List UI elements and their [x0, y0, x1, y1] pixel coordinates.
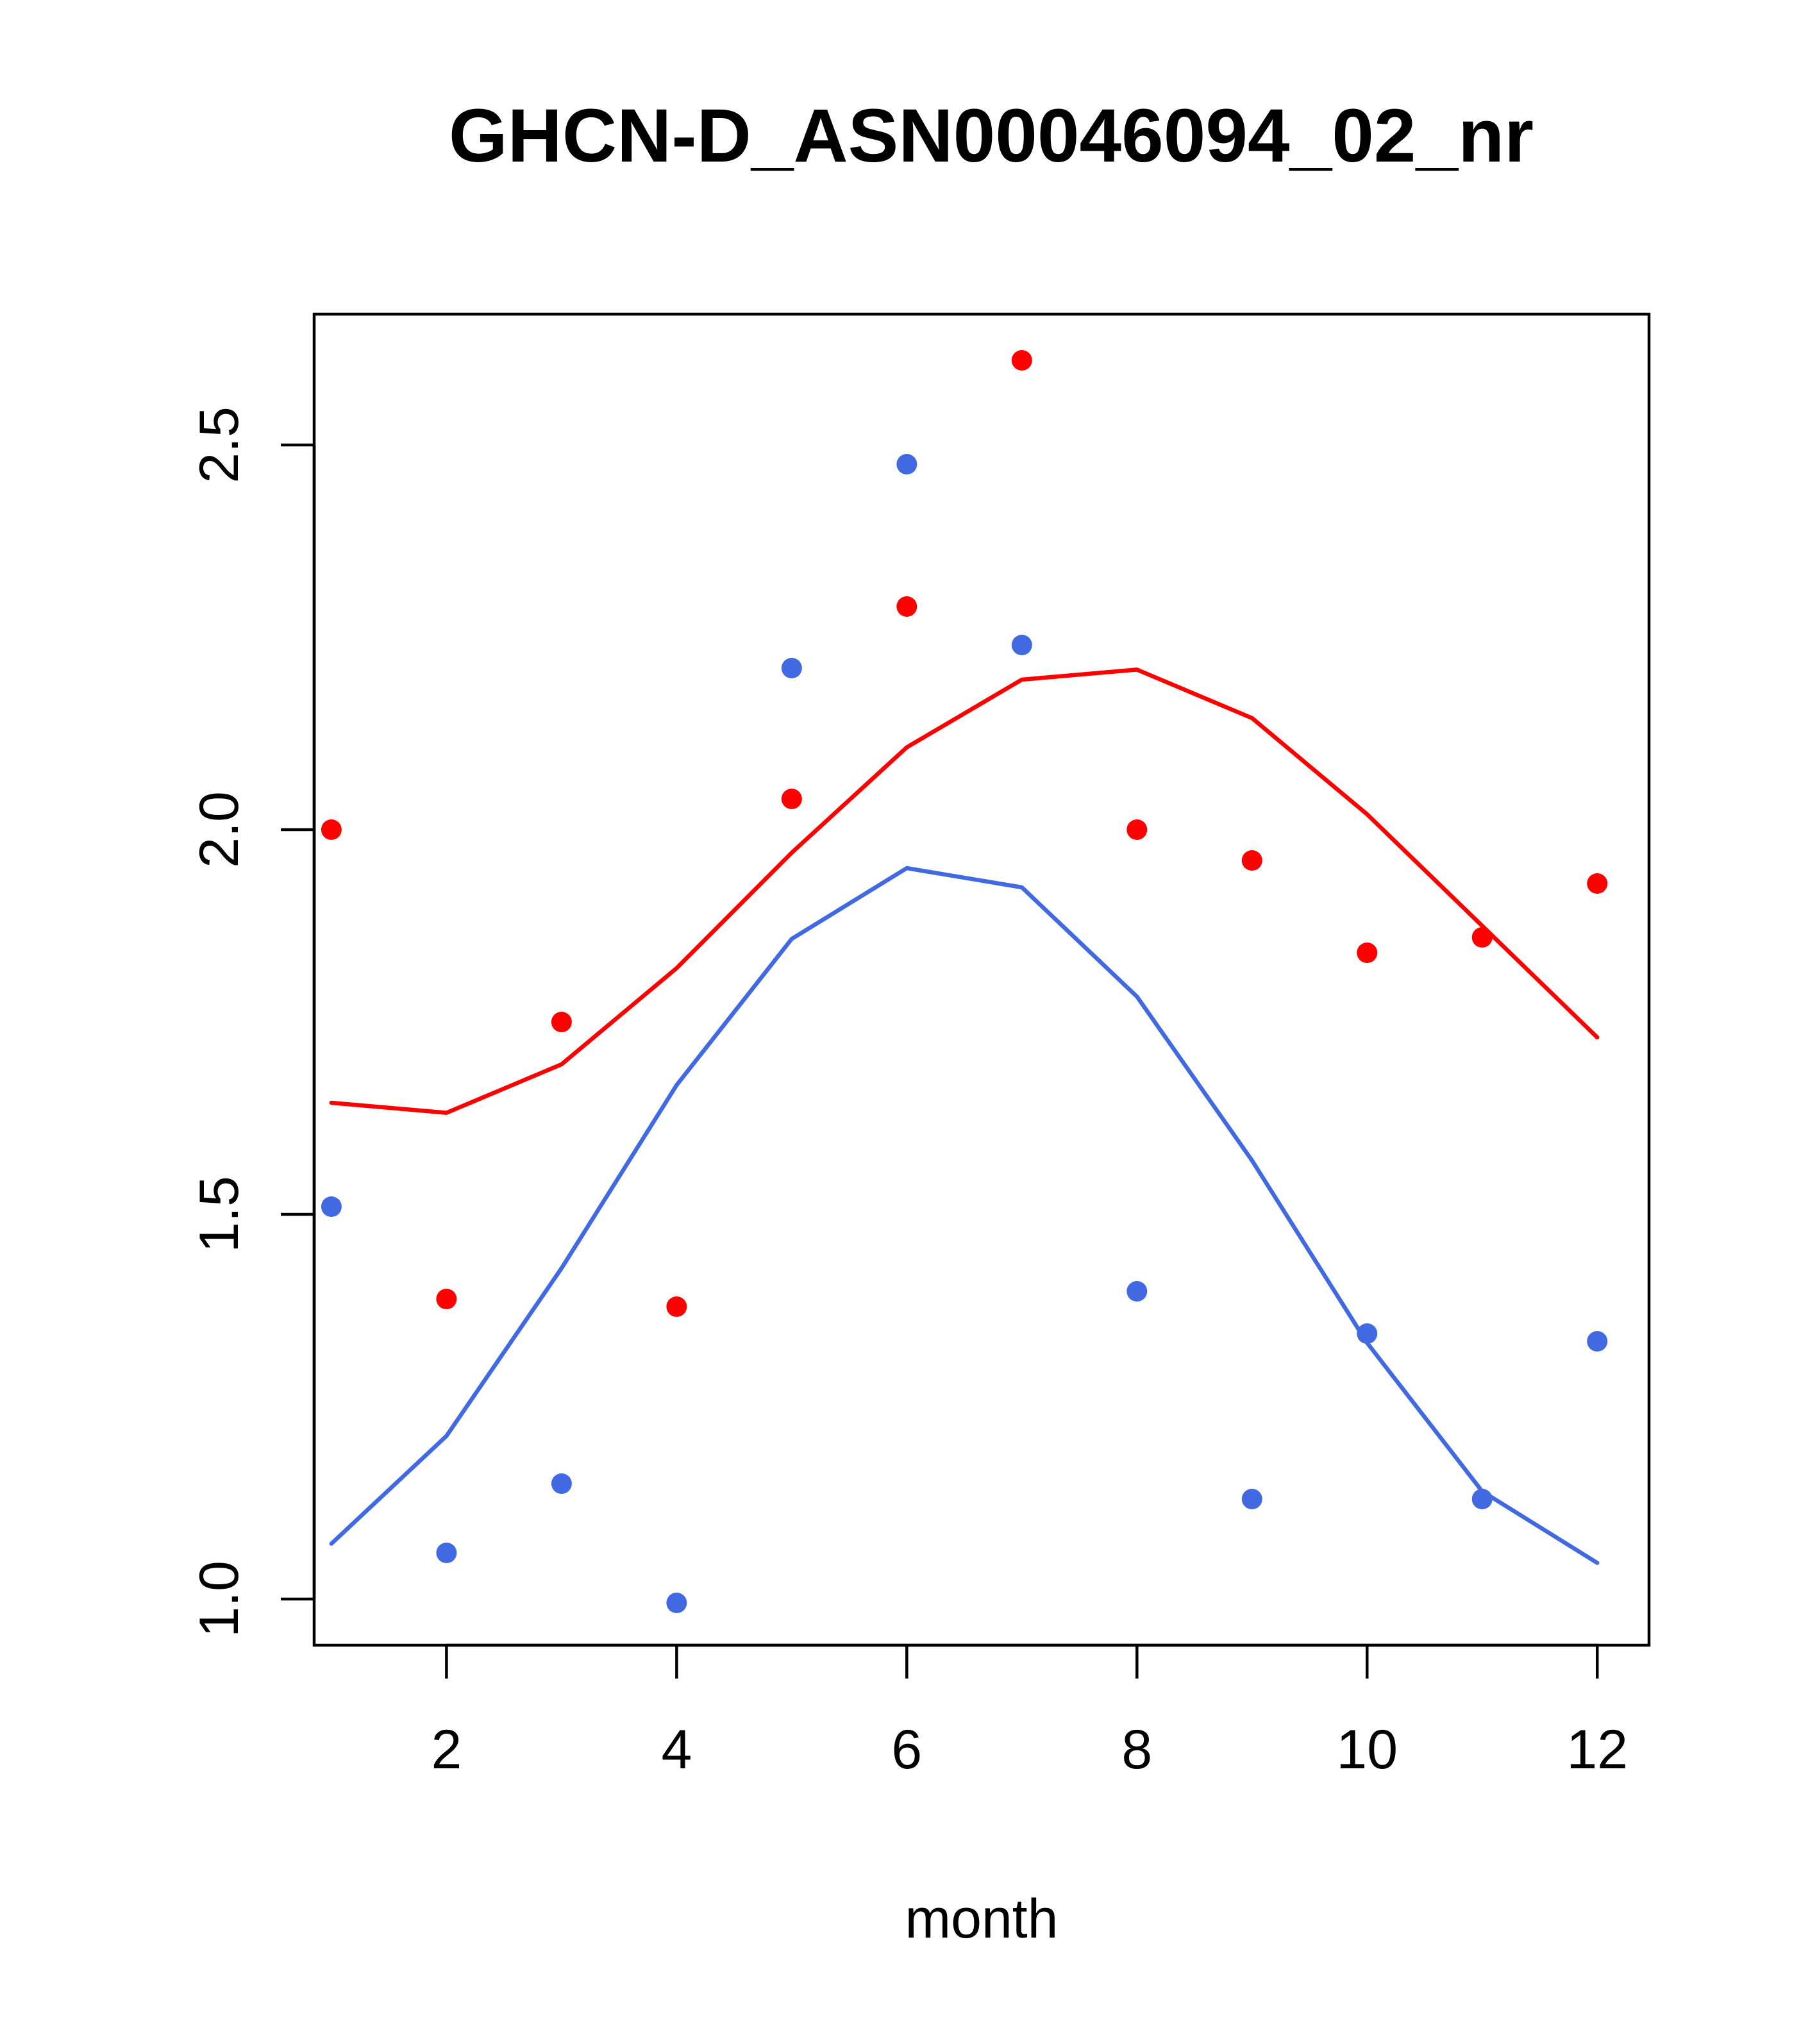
series-layer: [321, 350, 1608, 1613]
series-2-point: [1471, 1489, 1493, 1509]
series-1-point: [666, 1296, 687, 1317]
series-1-point: [436, 1289, 457, 1309]
x-tick-label: 8: [1121, 1719, 1152, 1780]
series-2-line: [329, 866, 1600, 1565]
x-tick-label: 12: [1566, 1719, 1628, 1780]
series-2-point: [1241, 1489, 1262, 1509]
y-tick-label: 2.5: [188, 406, 250, 483]
series-2-point: [551, 1473, 572, 1494]
series-1-line: [329, 667, 1600, 1115]
series-1-point: [1357, 942, 1378, 963]
series-2-point: [896, 454, 917, 474]
y-tick-label: 1.0: [188, 1561, 250, 1638]
series-1-point: [551, 1012, 572, 1032]
series-2-point: [666, 1593, 687, 1613]
chart-title: GHCN-D_ASN00046094_02_nr: [449, 94, 1534, 178]
series-2-point: [1011, 635, 1032, 655]
series-2-point: [781, 658, 802, 678]
y-tick-label: 1.5: [188, 1176, 250, 1253]
series-2-point: [1357, 1323, 1378, 1344]
series-1-point: [1126, 819, 1148, 840]
x-axis-title: month: [905, 1888, 1058, 1950]
y-tick-label: 2.0: [188, 791, 250, 868]
y-axis: 1.0 1.5 2.0 2.5: [188, 406, 316, 1638]
series-1-point: [1011, 350, 1032, 371]
series-2-point: [436, 1543, 457, 1563]
series-1-point: [1587, 873, 1608, 894]
series-1-point: [1471, 927, 1493, 948]
series-2-point: [1126, 1281, 1148, 1302]
series-2-point: [321, 1196, 342, 1217]
x-tick-label: 6: [891, 1719, 922, 1780]
series-1-point: [781, 789, 802, 809]
series-1-point: [1241, 850, 1262, 871]
series-2-point: [1587, 1331, 1608, 1352]
x-tick-label: 10: [1336, 1719, 1398, 1780]
series-1-point: [321, 819, 342, 840]
x-tick-label: 4: [661, 1719, 692, 1780]
series-1-point: [896, 596, 917, 617]
x-tick-label: 2: [431, 1719, 462, 1780]
x-axis: 2 4 6 8 10 12: [431, 1643, 1628, 1780]
